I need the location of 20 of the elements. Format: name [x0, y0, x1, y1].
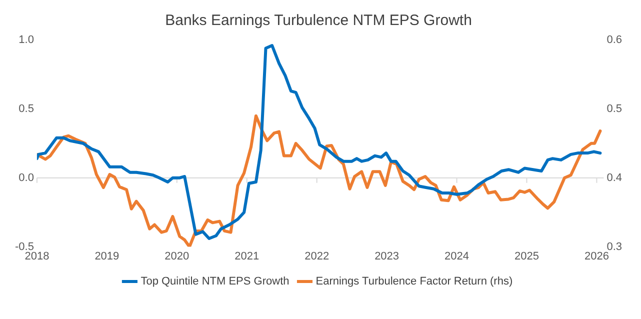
x-tick-label: 2023	[374, 250, 400, 262]
y2-tick-label: 0.4	[606, 172, 622, 184]
x-tick-label: 2021	[234, 250, 260, 262]
x-tick-label: 2022	[304, 250, 330, 262]
y2-tick-label: 0.5	[606, 102, 622, 115]
chart-title: Banks Earnings Turbulence NTM EPS Growth	[165, 12, 472, 30]
y-tick-label: -0.5	[14, 240, 34, 253]
x-tick-label: 2024	[444, 250, 470, 262]
y2-tick-label: 0.6	[606, 34, 622, 46]
y-tick-label: 0.5	[18, 102, 34, 115]
y2-tick-label: 0.3	[606, 240, 622, 253]
x-tick-label: 2025	[514, 250, 539, 262]
x-tick-label: 2019	[94, 250, 120, 262]
y-tick-label: 0.0	[18, 172, 34, 184]
x-tick-label: 2018	[24, 250, 50, 262]
x-tick-label: 2020	[164, 250, 190, 262]
y-tick-label: 1.0	[18, 34, 34, 46]
legend-label: Earnings Turbulence Factor Return (rhs)	[316, 276, 513, 288]
legend-label: Top Quintile NTM EPS Growth	[140, 276, 290, 288]
x-tick-label: 2026	[584, 250, 609, 262]
